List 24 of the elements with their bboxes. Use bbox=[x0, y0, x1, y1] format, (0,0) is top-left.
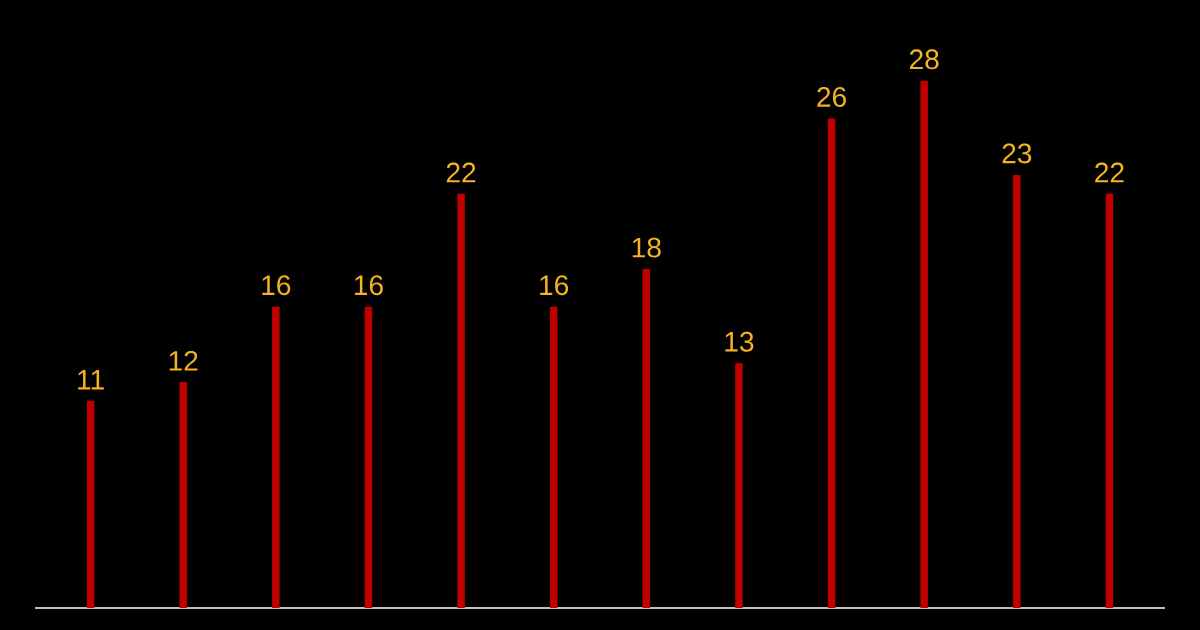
data-label: 22 bbox=[446, 162, 476, 183]
bar bbox=[457, 193, 465, 608]
bar bbox=[642, 269, 651, 608]
data-label: 16 bbox=[354, 275, 383, 296]
data-label: 18 bbox=[632, 237, 661, 258]
bar bbox=[364, 306, 373, 608]
data-label: 11 bbox=[78, 370, 104, 390]
data-label: 26 bbox=[817, 87, 846, 107]
bar bbox=[735, 363, 743, 608]
data-label: 13 bbox=[725, 331, 754, 352]
bar bbox=[549, 306, 558, 608]
data-label: 23 bbox=[1002, 143, 1032, 164]
data-label: 16 bbox=[540, 275, 569, 296]
data-label: 28 bbox=[909, 49, 939, 70]
data-label: 16 bbox=[262, 275, 291, 296]
bar bbox=[920, 80, 928, 608]
data-label: 22 bbox=[1095, 162, 1124, 183]
bar bbox=[272, 306, 280, 608]
bar bbox=[86, 400, 95, 608]
bar bbox=[179, 382, 187, 608]
bar bbox=[1105, 193, 1114, 608]
data-label: 12 bbox=[169, 350, 198, 371]
bar bbox=[827, 118, 836, 608]
bar bbox=[1013, 174, 1021, 608]
